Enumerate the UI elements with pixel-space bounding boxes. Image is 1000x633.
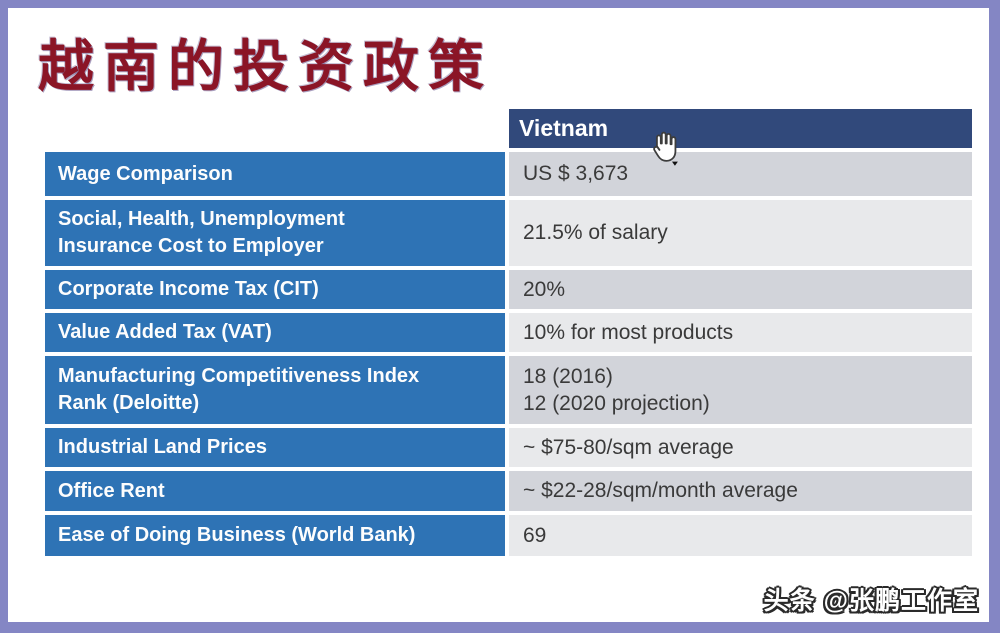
row-label-value-added-tax: Value Added Tax (VAT) xyxy=(45,313,505,352)
page-title: 越南的投资政策 xyxy=(38,34,493,100)
row-label-wage-comparison: Wage Comparison xyxy=(45,152,505,196)
row-value-wage-comparison: US $ 3,673 xyxy=(509,152,972,196)
table-row: Industrial Land Prices ~ $75-80/sqm aver… xyxy=(45,428,972,467)
table-row: Value Added Tax (VAT) 10% for most produ… xyxy=(45,313,972,352)
table-row: Wage Comparison US $ 3,673 xyxy=(45,152,972,196)
row-value-corporate-income-tax: 20% xyxy=(509,270,972,309)
table-row: Ease of Doing Business (World Bank) 69 xyxy=(45,515,972,556)
table-row: Office Rent ~ $22-28/sqm/month average xyxy=(45,471,972,511)
row-value-industrial-land-prices: ~ $75-80/sqm average xyxy=(509,428,972,467)
row-value-office-rent: ~ $22-28/sqm/month average xyxy=(509,471,972,511)
row-value-manufacturing-index: 18 (2016) 12 (2020 projection) xyxy=(509,356,972,424)
row-label-office-rent: Office Rent xyxy=(45,471,505,511)
row-value-ease-of-doing-business: 69 xyxy=(509,515,972,556)
table-row: Social, Health, Unemployment Insurance C… xyxy=(45,200,972,266)
row-label-manufacturing-index: Manufacturing Competitiveness Index Rank… xyxy=(45,356,505,424)
row-label-industrial-land-prices: Industrial Land Prices xyxy=(45,428,505,467)
hand-grab-cursor-icon xyxy=(648,130,680,166)
row-value-insurance-cost: 21.5% of salary xyxy=(509,200,972,266)
row-label-insurance-cost: Social, Health, Unemployment Insurance C… xyxy=(45,200,505,266)
table-row: Corporate Income Tax (CIT) 20% xyxy=(45,270,972,309)
table-row: Manufacturing Competitiveness Index Rank… xyxy=(45,356,972,424)
row-label-ease-of-doing-business: Ease of Doing Business (World Bank) xyxy=(45,515,505,556)
row-label-corporate-income-tax: Corporate Income Tax (CIT) xyxy=(45,270,505,309)
watermark: 头条 @张鹏工作室 xyxy=(763,587,979,615)
row-value-value-added-tax: 10% for most products xyxy=(509,313,972,352)
comparison-table: Wage Comparison US $ 3,673 Social, Healt… xyxy=(45,152,972,560)
table-header-label: Vietnam xyxy=(519,115,609,141)
table-header-vietnam[interactable]: Vietnam xyxy=(509,109,972,148)
